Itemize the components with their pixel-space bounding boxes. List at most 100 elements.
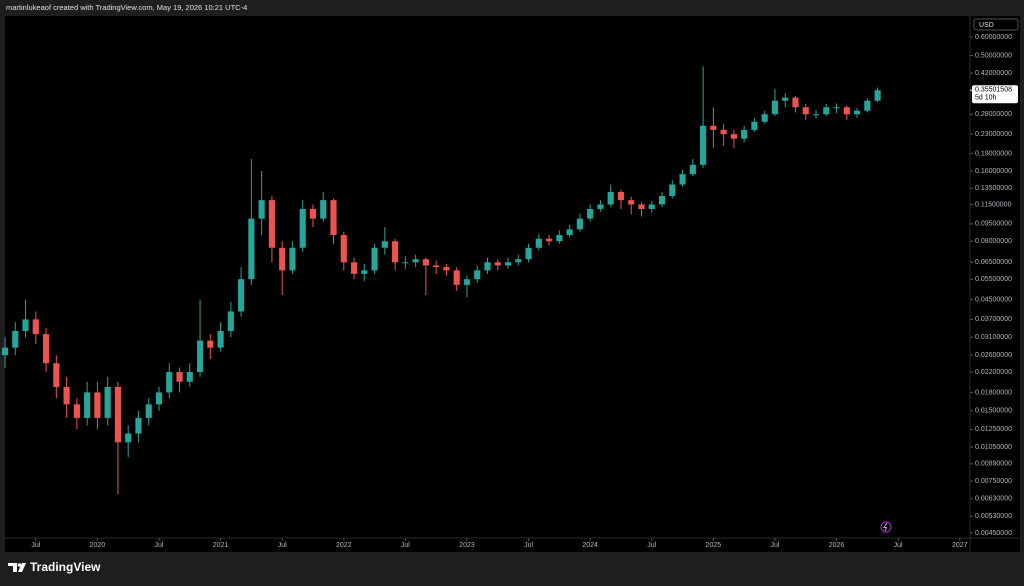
candle-body (751, 121, 758, 130)
x-tick-label: Jul (770, 542, 779, 549)
candle-body (279, 247, 286, 271)
candle-body (710, 125, 717, 130)
y-tick-label: 0.00890000 (975, 461, 1012, 468)
candle-body (42, 334, 50, 364)
x-tick-label: Jul (647, 542, 656, 549)
candle-body (874, 90, 881, 101)
candle-body (402, 262, 409, 264)
x-tick-label: 2020 (90, 542, 106, 549)
candle-body (73, 404, 80, 418)
candle-body (125, 433, 132, 443)
candle-body (217, 330, 224, 348)
x-tick-label: 2022 (336, 542, 352, 549)
candle-body (289, 247, 296, 271)
y-tick-label: 0.00530000 (975, 513, 1012, 520)
y-tick-label: 0.19000000 (975, 150, 1012, 157)
candle-body (597, 204, 604, 209)
candle-body (700, 125, 707, 165)
candle-body (576, 218, 583, 230)
y-tick-label: 0.09500000 (975, 221, 1012, 228)
candle-body (412, 259, 419, 263)
candle-body (566, 229, 573, 236)
candle-body (135, 417, 142, 434)
candle-body (823, 107, 830, 115)
y-tick-label: 0.11500000 (975, 201, 1012, 208)
candle-body (53, 363, 60, 387)
y-tick-label: 0.00630000 (975, 496, 1012, 503)
candle-body (32, 319, 39, 335)
candle-body (166, 372, 173, 393)
candle-body (771, 100, 779, 115)
candle-body (515, 259, 522, 263)
candle-body (535, 238, 542, 248)
event-icon-bolt (883, 522, 888, 532)
y-tick-label: 0.60000000 (975, 34, 1012, 41)
candle-body (114, 386, 122, 443)
currency-box (973, 18, 1019, 31)
y-tick-label: 0.03700000 (975, 316, 1012, 323)
x-tick-label: Jul (155, 542, 164, 549)
y-tick-label: 0.03100000 (975, 334, 1012, 341)
x-tick-label: 2023 (459, 542, 475, 549)
candle-body (494, 262, 501, 266)
candle-body (453, 270, 460, 285)
candle-body (484, 262, 491, 271)
x-tick-label: 2025 (706, 542, 722, 549)
candle-body (741, 129, 748, 139)
candle-body (607, 192, 614, 205)
candle-body (504, 262, 512, 266)
y-tick-label: 0.00750000 (975, 478, 1012, 485)
candle-body (648, 204, 655, 209)
candle-body (371, 247, 378, 271)
candle-body (1, 347, 9, 356)
candle-body (268, 200, 275, 248)
candle-body (443, 267, 450, 271)
candle-body (833, 107, 840, 109)
candle-body (556, 235, 563, 242)
candle-body (361, 270, 368, 274)
x-tick-label: 2026 (829, 542, 845, 549)
candle-body (186, 372, 193, 382)
candle-body (422, 259, 429, 266)
candle-body (196, 340, 204, 373)
candle-body (207, 340, 214, 348)
candle-body (433, 265, 440, 268)
x-tick-label: Jul (894, 542, 903, 549)
y-tick-label: 0.01050000 (975, 444, 1012, 451)
x-tick-label: 2027 (952, 542, 968, 549)
candle-body (864, 100, 871, 111)
brand-logo (8, 563, 26, 572)
candle-body (238, 279, 245, 312)
y-tick-label: 0.01250000 (975, 426, 1012, 433)
y-tick-label: 0.23000000 (975, 131, 1012, 138)
event-icon[interactable] (880, 521, 892, 533)
y-tick-label: 0.28000000 (975, 111, 1012, 118)
candle-body (761, 114, 768, 122)
candle-body (320, 200, 327, 219)
attribution: martinlukeaof created with TradingView.c… (6, 3, 247, 12)
y-tick-label: 0.08000000 (975, 238, 1012, 245)
y-tick-label: 0.01500000 (975, 408, 1012, 415)
candle-body (812, 114, 820, 116)
y-tick-label: 0.00450000 (975, 530, 1012, 537)
y-tick-label: 0.16000000 (975, 168, 1012, 175)
candle-body (546, 238, 553, 242)
candle-body (669, 184, 676, 196)
y-tick-label: 0.04500000 (975, 296, 1012, 303)
currency: USD (979, 22, 994, 29)
candle-body (155, 392, 163, 405)
candle-body (525, 247, 532, 260)
x-tick-label: Jul (401, 542, 410, 549)
y-tick-label: 0.01800000 (975, 389, 1012, 396)
candle-body (587, 208, 594, 219)
candle-body (689, 164, 696, 175)
candle-body (638, 204, 645, 209)
candle-body (94, 392, 101, 418)
candle-body (63, 386, 70, 405)
candle-body (340, 235, 347, 263)
candle-body (84, 392, 91, 418)
candle-body (843, 107, 850, 115)
candle-body (104, 386, 111, 418)
